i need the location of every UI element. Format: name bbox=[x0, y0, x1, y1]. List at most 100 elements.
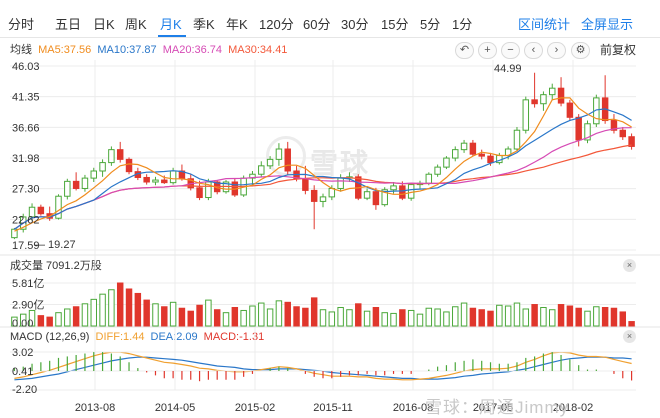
candle-body bbox=[452, 149, 459, 159]
volume-bar bbox=[399, 309, 406, 327]
tab-weekly-k[interactable]: 周K bbox=[125, 17, 147, 32]
candle bbox=[258, 161, 265, 177]
tab-daily-k[interactable]: 日K bbox=[93, 17, 115, 32]
volume-bar bbox=[266, 308, 274, 327]
fullscreen-button[interactable]: 全屏显示 bbox=[581, 17, 634, 32]
ma20-line bbox=[14, 127, 632, 230]
candle-body bbox=[381, 189, 388, 206]
volume-bar bbox=[390, 312, 397, 327]
candle bbox=[125, 157, 133, 175]
volume-bar bbox=[425, 307, 433, 327]
macd-close-button[interactable]: × bbox=[623, 330, 636, 343]
volume-panel bbox=[0, 254, 660, 327]
tab-120-minute[interactable]: 120分 bbox=[259, 17, 294, 32]
volume-bar bbox=[28, 309, 36, 327]
volume-bar bbox=[72, 306, 80, 327]
candle-body bbox=[275, 148, 283, 160]
candle bbox=[628, 133, 635, 150]
diff-value: DIFF:1.44 bbox=[95, 331, 145, 343]
tab-five-day[interactable]: 五日 bbox=[55, 17, 82, 32]
candle bbox=[372, 187, 380, 210]
tab-1-minute[interactable]: 1分 bbox=[452, 17, 473, 32]
tab-quarterly-k[interactable]: 季K bbox=[193, 17, 215, 32]
range-stats-button[interactable]: 区间统计 bbox=[518, 17, 571, 32]
volume-bar bbox=[81, 303, 89, 327]
period-tabs: 分时 五日 日K 周K 月K 季K 年K 120分 60分 30分 15分 5分… bbox=[0, 0, 660, 38]
date-tick-label: 2018-02 bbox=[553, 402, 593, 414]
zoom-out-button[interactable]: − bbox=[501, 42, 520, 59]
volume-bar bbox=[310, 297, 318, 327]
candle-body bbox=[310, 189, 318, 202]
volume-bar bbox=[557, 304, 565, 327]
candle-body bbox=[460, 142, 468, 151]
next-button[interactable]: › bbox=[547, 42, 566, 59]
volume-close-button[interactable]: × bbox=[623, 259, 636, 272]
tab-15-minute[interactable]: 15分 bbox=[381, 17, 409, 32]
candle bbox=[531, 72, 538, 108]
candle-body bbox=[390, 185, 397, 191]
candle-body bbox=[161, 179, 168, 184]
tab-minute[interactable]: 分时 bbox=[8, 17, 35, 32]
tab-monthly-k[interactable]: 月K bbox=[160, 17, 182, 32]
candle bbox=[231, 178, 239, 197]
candle-body bbox=[540, 94, 547, 105]
candle bbox=[478, 149, 485, 160]
volume-bar bbox=[108, 289, 115, 327]
candle-body bbox=[28, 206, 36, 218]
volume-bar bbox=[187, 310, 194, 327]
tab-60-minute[interactable]: 60分 bbox=[303, 17, 331, 32]
date-tick-label: 2014-05 bbox=[155, 402, 195, 414]
volume-bar bbox=[566, 305, 574, 327]
ma10-line bbox=[14, 108, 632, 230]
candle bbox=[601, 75, 609, 124]
candle-body bbox=[434, 166, 441, 175]
volume-bar bbox=[601, 306, 609, 327]
volume-bar bbox=[293, 306, 300, 327]
undo-button[interactable]: ↶ bbox=[455, 42, 474, 59]
candle bbox=[152, 176, 159, 186]
volume-bar bbox=[610, 307, 618, 327]
tab-30-minute[interactable]: 30分 bbox=[341, 17, 369, 32]
volume-bar bbox=[575, 307, 582, 327]
volume-tick-label: 0.00 bbox=[12, 318, 33, 330]
tab-5-minute[interactable]: 5分 bbox=[420, 17, 441, 32]
candle-body bbox=[108, 149, 115, 164]
candle bbox=[434, 164, 441, 177]
candle bbox=[416, 180, 424, 189]
tab-yearly-k[interactable]: 年K bbox=[226, 17, 248, 32]
candle-body bbox=[284, 148, 291, 172]
ma-legend: 均线 MA5:37.56 MA10:37.87 MA20:36.74 MA30:… bbox=[10, 44, 290, 57]
settings-button[interactable]: ⚙ bbox=[571, 42, 590, 59]
ma30-value: MA30:34.41 bbox=[228, 44, 288, 56]
candle bbox=[549, 83, 556, 100]
candle bbox=[116, 141, 124, 163]
candle bbox=[108, 146, 115, 166]
candle-body bbox=[407, 184, 415, 199]
zoom-in-button[interactable]: + bbox=[478, 42, 497, 59]
candle-body bbox=[522, 99, 530, 131]
volume-tick-label: 2.90亿 bbox=[12, 299, 44, 312]
candle bbox=[90, 167, 97, 183]
candle bbox=[610, 114, 618, 134]
candle bbox=[266, 156, 274, 170]
candle-body bbox=[64, 180, 71, 197]
macd-panel bbox=[0, 326, 660, 391]
date-tick-label: 2015-11 bbox=[313, 402, 353, 414]
candle-body bbox=[487, 155, 494, 164]
macd-legend: MACD (12,26,9) DIFF:1.44 DEA:2.09 MACD:-… bbox=[10, 331, 267, 344]
prev-button[interactable]: ‹ bbox=[524, 42, 543, 59]
macd-value: MACD:-1.31 bbox=[203, 331, 265, 343]
candle-body bbox=[566, 102, 574, 118]
candle bbox=[513, 127, 521, 151]
candle-body bbox=[196, 187, 203, 199]
candle bbox=[522, 96, 530, 134]
candle bbox=[390, 182, 397, 194]
candle-body bbox=[337, 177, 344, 189]
low-price-label: — 19.27 bbox=[34, 239, 76, 251]
price-adjust-dropdown[interactable]: 前复权 bbox=[600, 43, 637, 57]
volume-bar bbox=[46, 316, 53, 327]
volume-bar bbox=[460, 302, 468, 327]
ma-legend-label: 均线 bbox=[10, 44, 32, 56]
candle bbox=[196, 180, 203, 201]
